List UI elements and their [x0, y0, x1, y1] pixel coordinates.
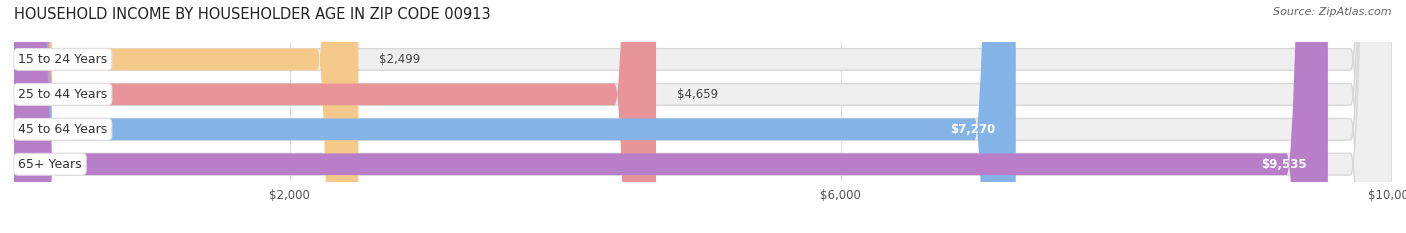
FancyBboxPatch shape: [14, 0, 1015, 233]
FancyBboxPatch shape: [14, 0, 359, 233]
Text: Source: ZipAtlas.com: Source: ZipAtlas.com: [1274, 7, 1392, 17]
FancyBboxPatch shape: [14, 0, 1392, 233]
FancyBboxPatch shape: [14, 0, 657, 233]
Text: $2,499: $2,499: [380, 53, 420, 66]
Text: 45 to 64 Years: 45 to 64 Years: [18, 123, 107, 136]
Text: $9,535: $9,535: [1261, 158, 1308, 171]
Text: HOUSEHOLD INCOME BY HOUSEHOLDER AGE IN ZIP CODE 00913: HOUSEHOLD INCOME BY HOUSEHOLDER AGE IN Z…: [14, 7, 491, 22]
FancyBboxPatch shape: [14, 0, 1392, 233]
FancyBboxPatch shape: [14, 0, 1392, 233]
FancyBboxPatch shape: [14, 0, 1392, 233]
Text: 25 to 44 Years: 25 to 44 Years: [18, 88, 107, 101]
Text: 15 to 24 Years: 15 to 24 Years: [18, 53, 107, 66]
Text: $7,270: $7,270: [950, 123, 995, 136]
Text: 65+ Years: 65+ Years: [18, 158, 82, 171]
Text: $4,659: $4,659: [676, 88, 718, 101]
FancyBboxPatch shape: [14, 0, 1327, 233]
